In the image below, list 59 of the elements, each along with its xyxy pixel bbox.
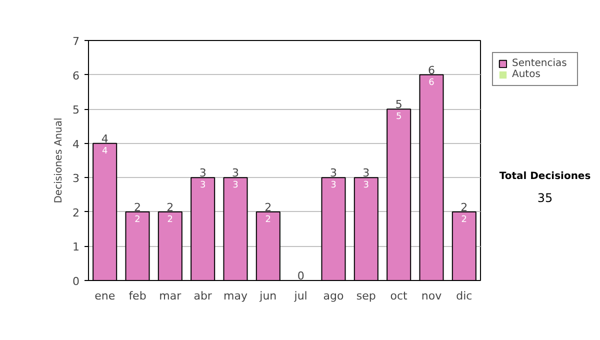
y-tick-label: 0 (72, 275, 80, 288)
bar (125, 211, 150, 280)
x-tick-label: mar (159, 290, 182, 302)
y-axis-title: Decisiones Anual (54, 118, 64, 204)
x-tick-label: jun (258, 290, 277, 302)
bar (354, 177, 378, 280)
bar (190, 177, 216, 280)
legend-label: Sentencias (512, 58, 568, 69)
data-label: 3 (363, 180, 370, 191)
total-label: 0 (297, 270, 304, 282)
y-tick-label: 1 (72, 240, 80, 254)
y-tick-label: 4 (72, 138, 80, 151)
data-label: 2 (134, 214, 140, 225)
data-label: 2 (167, 214, 174, 225)
bar (452, 211, 476, 280)
data-label: 2 (265, 214, 272, 225)
data-label: 3 (232, 180, 238, 191)
bar (386, 108, 412, 280)
bar (158, 211, 182, 280)
total-label: 3 (199, 166, 206, 180)
y-tick-label: 7 (72, 35, 80, 48)
x-tick-label: feb (128, 290, 146, 302)
total-label: 5 (395, 98, 402, 112)
data-label: 2 (461, 214, 468, 225)
x-tick-label: ago (323, 290, 344, 302)
text: Total Decisiones (499, 170, 591, 184)
x-tick-label: oct (390, 290, 408, 302)
x-tick-label: abr (194, 290, 212, 302)
data-label: 3 (330, 180, 336, 191)
bar (419, 74, 444, 280)
total-label: 2 (134, 200, 141, 214)
data-label: 6 (428, 78, 435, 88)
bar (223, 177, 248, 280)
y-tick-label: 5 (72, 104, 80, 117)
data-label: 5 (396, 112, 402, 122)
bar (321, 177, 346, 280)
total-label: 4 (101, 132, 108, 146)
data-label: 3 (200, 180, 206, 191)
bar (256, 211, 280, 280)
x-tick-label: jul (293, 290, 308, 302)
total-label: 2 (264, 200, 272, 214)
x-tick-label: sep (356, 290, 376, 302)
total-label: 3 (330, 166, 337, 180)
total-label: 6 (428, 64, 435, 77)
total-label: 2 (460, 200, 468, 214)
total-label: 3 (362, 166, 370, 180)
bar (92, 142, 118, 280)
x-tick-label: ene (94, 290, 116, 302)
x-tick-label: dic (456, 290, 472, 302)
y-tick-label: 2 (72, 206, 80, 220)
data-label: 4 (102, 146, 108, 156)
total-label: 2 (166, 200, 174, 214)
legend-label: Autos (512, 69, 542, 80)
total-label: 3 (232, 166, 239, 180)
text: 35 (536, 190, 554, 208)
y-tick-label: 6 (72, 69, 80, 82)
x-tick-label: may (224, 290, 248, 302)
y-tick-label: 3 (72, 172, 80, 186)
x-tick-label: nov (421, 290, 442, 302)
